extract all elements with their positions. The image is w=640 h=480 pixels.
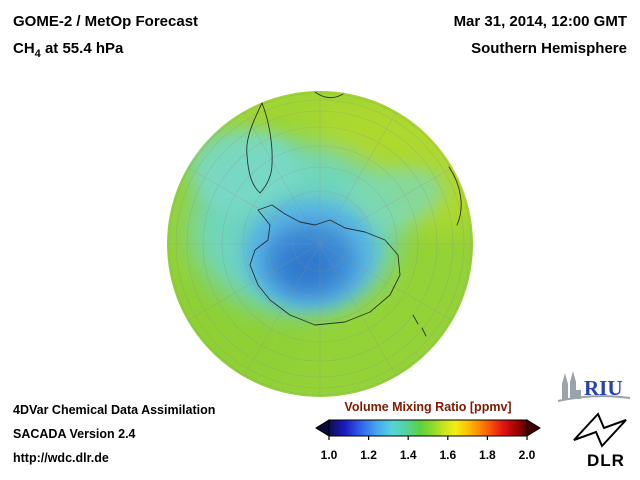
dlr-emblem-icon — [573, 412, 627, 448]
colorbar-title: Volume Mixing Ratio [ppmv] — [344, 400, 512, 414]
graticule — [167, 91, 473, 397]
hemisphere-map — [165, 89, 475, 399]
credits-block: 4DVar Chemical Data Assimilation SACADA … — [13, 398, 215, 470]
new-zealand-coastline — [412, 314, 427, 337]
colorbar-gradient — [315, 419, 541, 440]
tick-label: 1.8 — [479, 448, 496, 462]
tick-label: 1.0 — [320, 448, 338, 462]
colorbar-tick-marks — [328, 436, 528, 440]
australia-coastline — [448, 166, 462, 226]
tick-label: 1.2 — [360, 448, 377, 462]
credit-line-url: http://wdc.dlr.de — [13, 451, 109, 465]
tick-label: 1.6 — [439, 448, 457, 462]
figure-title: GOME-2 / MetOp Forecast — [13, 13, 199, 30]
hemisphere-label: Southern Hemisphere — [471, 40, 627, 57]
colorbar: Volume Mixing Ratio [ppmv] — [315, 400, 541, 464]
credit-line-version: SACADA Version 2.4 — [13, 427, 136, 441]
colorbar-right-arrow — [526, 419, 541, 437]
dlr-wordmark: DLR — [587, 451, 625, 470]
globe-svg — [167, 91, 473, 397]
datetime-label: Mar 31, 2014, 12:00 GMT — [453, 13, 627, 30]
south-america-coastline — [246, 102, 273, 194]
credit-line-assimilation: 4DVar Chemical Data Assimilation — [13, 403, 216, 417]
header-left: GOME-2 / MetOp Forecast CH4 at 55.4 hPa — [13, 8, 198, 68]
cathedral-icon — [562, 371, 581, 399]
dlr-logo: DLR — [566, 406, 632, 472]
tick-label: 1.4 — [399, 448, 417, 462]
species-level-line: CH4 at 55.4 hPa — [13, 40, 124, 60]
header-right: Mar 31, 2014, 12:00 GMT Southern Hemisph… — [454, 8, 627, 62]
riu-logo: RIU — [556, 370, 632, 404]
colorbar-left-arrow — [315, 419, 330, 437]
riu-swoosh — [557, 395, 631, 402]
riu-wordmark: RIU — [584, 376, 623, 400]
antarctica-coastline — [249, 204, 401, 326]
colorbar-tick-labels: 1.0 1.2 1.4 1.6 1.8 2.0 — [315, 448, 541, 464]
africa-coastline — [314, 91, 344, 99]
tick-label: 2.0 — [518, 448, 536, 462]
